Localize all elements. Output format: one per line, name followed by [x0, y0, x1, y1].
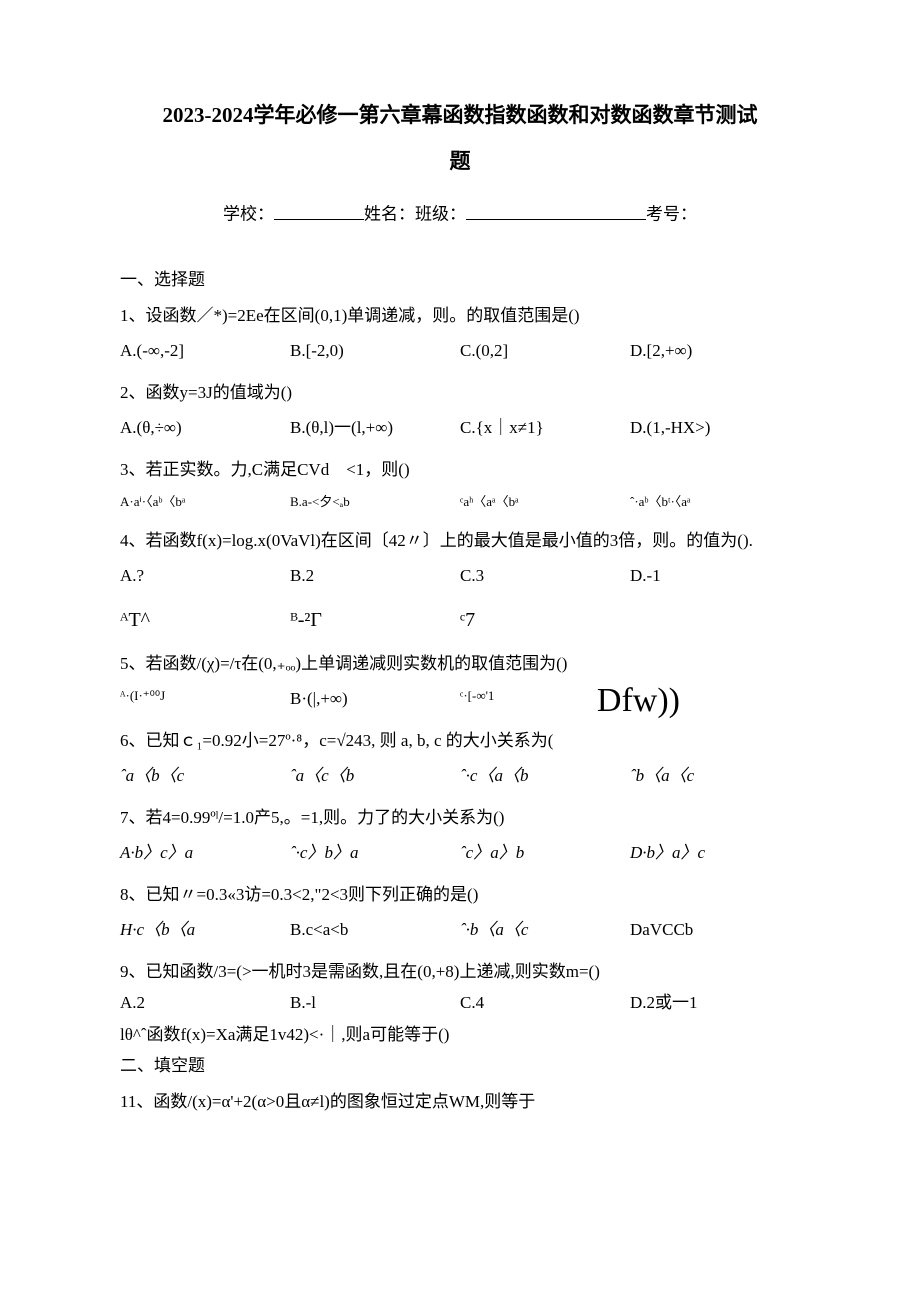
q6-text: 6、已知ｃ₁=0.92小=27º·⁸，c=√243, 则 a, b, c 的大小…: [120, 728, 630, 754]
question-2: 2、函数y=3J的值域为() A.(θ,÷∞) B.(θ,l)一(l,+∞) C…: [120, 380, 800, 441]
q7-opt-a: A·b〉c〉a: [120, 840, 290, 866]
q2-opt-a: A.(θ,÷∞): [120, 415, 290, 441]
school-label: 学校：: [223, 205, 274, 224]
q10-text: lθ^ˆ函数f(x)=Xa满足1v42)<·｜,则a可能等于(): [120, 1022, 800, 1048]
q3-opt-b: B.a-<夕<ₐb: [290, 492, 460, 512]
q3-text: 3、若正实数。力,C满足CVd <1，则(): [120, 457, 800, 483]
q4-opt-c: C.3: [460, 563, 630, 589]
q2-text: 2、函数y=3J的值域为(): [120, 380, 800, 406]
question-8: 8、已知〃=0.3«3访=0.3<2,"2<3则下列正确的是() H·c〈b〈a…: [120, 882, 800, 943]
q9-opt-a: A.2: [120, 990, 290, 1016]
q9-opt-d: D.2或一1: [630, 990, 800, 1016]
question-10: lθ^ˆ函数f(x)=Xa满足1v42)<·｜,则a可能等于(): [120, 1022, 800, 1048]
q4-options-row2: ᴬT^ ᴮ-²Γ ᶜ7: [120, 605, 800, 635]
q2-opt-d: D.(1,-HX>): [630, 415, 800, 441]
q7-text: 7、若4=0.99ºˡ/=1.0产5,。=1,则。力了的大小关系为(): [120, 805, 800, 831]
section-2-header: 二、填空题: [120, 1053, 800, 1079]
q3-opt-c: ᶜaʰ〈aᵃ〈bᵃ: [460, 492, 630, 512]
q2-opt-c: C.{x｜x≠1}: [460, 415, 630, 441]
q3-opt-d: ˆ·aᵇ〈bᵗ·〈aᵃ: [630, 492, 800, 512]
question-5: 5、若函数/(χ)=/τ在(0,₊ₒₒ)上单调递减则实数机的取值范围为() ᴬ·…: [120, 651, 800, 712]
q9-opt-b: B.-l: [290, 990, 460, 1016]
q7-opt-c: ˆc〉a〉b: [460, 840, 630, 866]
q2-options: A.(θ,÷∞) B.(θ,l)一(l,+∞) C.{x｜x≠1} D.(1,-…: [120, 415, 800, 441]
q8-options: H·c〈b〈a B.c<a<b ˆ·b〈a〈c DaVCCb: [120, 917, 800, 943]
q6-opt-a: ˆa〈b〈c: [120, 763, 290, 789]
q5-opt-b: B·(|,+∞): [290, 686, 460, 712]
q1-opt-d: D.[2,+∞): [630, 338, 800, 364]
question-4: 4、若函数f(x)=log.x(0VaVl)在区间〔42〃〕上的最大值是最小值的…: [120, 528, 800, 635]
q8-text: 8、已知〃=0.3«3访=0.3<2,"2<3则下列正确的是(): [120, 882, 800, 908]
q8-opt-c: ˆ·b〈a〈c: [460, 917, 630, 943]
q1-text: 1、设函数／*)=2Ee在区间(0,1)单调递减，则。的取值范围是(): [120, 303, 800, 329]
q4-opt-b: B.2: [290, 563, 460, 589]
q9-opt-c: C.4: [460, 990, 630, 1016]
q8-opt-b: B.c<a<b: [290, 917, 460, 943]
document-title: 2023-2024学年必修一第六章幕函数指数函数和对数函数章节测试: [120, 100, 800, 132]
q4-options: A.? B.2 C.3 D.-1: [120, 563, 800, 589]
q1-options: A.(-∞,-2] B.[-2,0) C.(0,2] D.[2,+∞): [120, 338, 800, 364]
q4-text: 4、若函数f(x)=log.x(0VaVl)在区间〔42〃〕上的最大值是最小值的…: [120, 528, 800, 554]
q4-opt-b2: ᴮ-²Γ: [290, 605, 460, 635]
q11-text: 11、函数/(x)=α'+2(α>0且α≠l)的图象恒过定点WM,则等于: [120, 1089, 800, 1115]
question-3: 3、若正实数。力,C满足CVd <1，则() A·aⁱ·〈aᵇ〈bᵃ B.a-<…: [120, 457, 800, 512]
section-1-header: 一、选择题: [120, 267, 800, 293]
q6-opt-b: ˆa〈c〈b: [290, 763, 460, 789]
q7-options: A·b〉c〉a ˆ·c〉b〉a ˆc〉a〉b D·b〉a〉c: [120, 840, 800, 866]
question-6: 6、已知ｃ₁=0.92小=27º·⁸，c=√243, 则 a, b, c 的大小…: [120, 728, 800, 789]
q1-opt-b: B.[-2,0): [290, 338, 460, 364]
q9-options: A.2 B.-l C.4 D.2或一1: [120, 990, 800, 1016]
q4-opt-c2: ᶜ7: [460, 605, 630, 635]
q4-opt-d: D.-1: [630, 563, 800, 589]
q5-text: 5、若函数/(χ)=/τ在(0,₊ₒₒ)上单调递减则实数机的取值范围为(): [120, 651, 800, 677]
form-line: 学校： 姓名：班级： 考号：: [120, 201, 800, 227]
q7-opt-b: ˆ·c〉b〉a: [290, 840, 460, 866]
q3-opt-a: A·aⁱ·〈aᵇ〈bᵃ: [120, 492, 290, 512]
q5-options: ᴬ·(I·⁺⁰⁰J B·(|,+∞) ᶜ·[-∞'1: [120, 686, 800, 712]
q5-big-d: Dfw)): [597, 675, 680, 726]
q6-opt-d: ˆb〈a〈c: [630, 763, 800, 789]
q8-opt-a: H·c〈b〈a: [120, 917, 290, 943]
q1-opt-c: C.(0,2]: [460, 338, 630, 364]
question-1: 1、设函数／*)=2Ee在区间(0,1)单调递减，则。的取值范围是() A.(-…: [120, 303, 800, 364]
question-7: 7、若4=0.99ºˡ/=1.0产5,。=1,则。力了的大小关系为() A·b〉…: [120, 805, 800, 866]
examno-label: 考号：: [646, 205, 697, 224]
class-blank: [466, 201, 646, 220]
q7-opt-d: D·b〉a〉c: [630, 840, 800, 866]
q4-opt-a: A.?: [120, 563, 290, 589]
question-11: 11、函数/(x)=α'+2(α>0且α≠l)的图象恒过定点WM,则等于: [120, 1089, 800, 1115]
q4-opt-d2: [630, 605, 800, 635]
q4-opt-a2: ᴬT^: [120, 605, 290, 635]
school-blank: [274, 201, 364, 220]
q9-text: 9、已知函数/3=(>一机时3是需函数,且在(0,+8)上递减,则实数m=(): [120, 959, 800, 985]
q5-opt-a: ᴬ·(I·⁺⁰⁰J: [120, 686, 290, 712]
q3-options: A·aⁱ·〈aᵇ〈bᵃ B.a-<夕<ₐb ᶜaʰ〈aᵃ〈bᵃ ˆ·aᵇ〈bᵗ·…: [120, 492, 800, 512]
q6-opt-c: ˆ·c〈a〈b: [460, 763, 630, 789]
question-9: 9、已知函数/3=(>一机时3是需函数,且在(0,+8)上递减,则实数m=() …: [120, 959, 800, 1016]
q2-opt-b: B.(θ,l)一(l,+∞): [290, 415, 460, 441]
document-subtitle: 题: [120, 146, 800, 178]
q1-opt-a: A.(-∞,-2]: [120, 338, 290, 364]
name-label: 姓名：班级：: [364, 205, 466, 224]
q6-options: ˆa〈b〈c ˆa〈c〈b ˆ·c〈a〈b ˆb〈a〈c: [120, 763, 800, 789]
q8-opt-d: DaVCCb: [630, 917, 800, 943]
